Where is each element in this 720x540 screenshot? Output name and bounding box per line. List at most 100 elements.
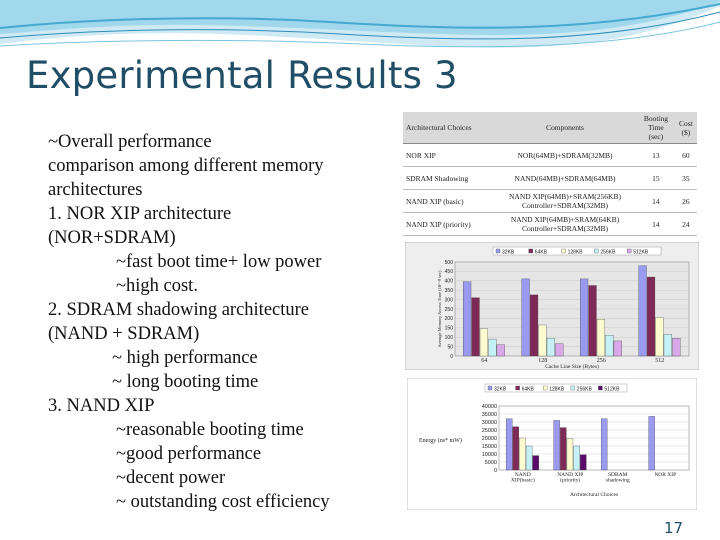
legend-label: 32KB <box>494 386 507 392</box>
legend-label: 512KB <box>633 249 649 255</box>
legend-label: 256KB <box>577 386 593 392</box>
legend-swatch <box>543 385 548 391</box>
x-category-label: NAND XIP <box>557 472 583 478</box>
table-cell: SDRAM Shadowing <box>403 166 493 190</box>
y-tick-label: 20000 <box>482 436 497 442</box>
x-axis-label: Cache Line Size (Bytes) <box>545 363 599 370</box>
y-tick-label: 35000 <box>482 412 497 418</box>
bar <box>605 335 614 357</box>
bar <box>496 344 505 357</box>
y-tick-label: 0 <box>494 468 497 474</box>
y-tick-label: 500 <box>445 260 454 266</box>
table-cell: 13 <box>637 143 675 167</box>
x-category-label: (priority) <box>560 477 580 484</box>
bar <box>519 437 526 471</box>
legend-swatch <box>487 385 493 391</box>
table-cell: 24 <box>674 212 697 236</box>
bar <box>573 445 580 471</box>
body-line: comparison among different memory <box>48 156 324 176</box>
bar <box>588 285 597 357</box>
legend-swatch <box>627 248 632 254</box>
body-text: ~Overall performance comparison among dif… <box>48 130 388 514</box>
y-tick-label: 450 <box>445 269 454 275</box>
y-tick-label: 50 <box>447 344 453 350</box>
access-time-chart: 32KB 64KB 128KB 256KB 512KB 0 50 100 150 200 250 30… <box>405 242 699 370</box>
bar <box>538 324 547 357</box>
y-tick-label: 15000 <box>482 444 497 450</box>
body-line: 3. NAND XIP <box>48 396 155 416</box>
bar <box>663 334 672 357</box>
x-category-label: 512 <box>655 358 664 364</box>
legend-swatch <box>594 248 599 254</box>
bar <box>463 281 472 357</box>
y-tick-label: 40000 <box>482 404 497 410</box>
table-cell: NAND XIP (priority) <box>403 212 493 236</box>
x-category-label: NAND <box>515 472 531 478</box>
table-row: NAND XIP (basic) NAND XIP(64MB)+SRAM(256K… <box>403 189 697 213</box>
table-cell: 35 <box>674 166 697 190</box>
body-line: ~ high performance <box>112 348 258 368</box>
legend-label: 128KB <box>568 249 584 255</box>
y-tick-label: 5000 <box>485 460 497 466</box>
y-axis-label: Energy (ns* mW) <box>419 437 462 444</box>
table-cell: NAND(64MB)+SDRAM(64MB) <box>493 166 637 190</box>
table-cell: 60 <box>674 143 697 167</box>
bar <box>505 418 513 471</box>
body-line: 1. NOR XIP architecture <box>48 204 232 224</box>
legend-swatch <box>495 248 501 254</box>
x-category-label: NOR XIP <box>654 472 676 478</box>
table-cell: 15 <box>637 166 675 190</box>
table-header-cell: Components <box>493 112 637 144</box>
y-tick-label: 0 <box>450 354 453 360</box>
slide-title: Experimental Results 3 <box>26 54 458 97</box>
bar <box>613 340 622 357</box>
architecture-table: Architectural Choices Components Booting T… <box>403 112 697 236</box>
legend-swatch <box>570 385 575 391</box>
x-axis-label: Architectural Choices <box>570 492 618 498</box>
page-number: 17 <box>664 519 684 537</box>
legend-swatch <box>515 385 520 391</box>
y-tick-label: 200 <box>445 316 454 322</box>
bar <box>525 445 533 471</box>
energy-chart: 32KB 64KB 128KB 256KB 512KB 0 5000 10000 15000 20… <box>407 378 697 510</box>
bar <box>580 454 587 471</box>
legend-label: 512KB <box>604 386 620 392</box>
legend-label: 64KB <box>535 249 548 255</box>
bar <box>672 337 681 357</box>
table-row: NAND XIP (priority) NAND XIP(64MB)+SRAM(6… <box>403 212 697 236</box>
x-category-label: 64 <box>481 358 487 364</box>
body-line: (NAND + SDRAM) <box>48 324 200 344</box>
x-category-label: 128 <box>538 358 547 364</box>
x-category-label: shadowing <box>606 478 630 484</box>
bar <box>479 328 489 357</box>
bar <box>600 418 608 471</box>
y-axis-label: Average Memory Access Time (10^-9 sec) <box>437 270 442 347</box>
table-cell: 14 <box>637 189 675 213</box>
bar <box>512 426 519 471</box>
bar <box>471 297 480 357</box>
body-line: architectures <box>48 180 143 200</box>
table-cell: 26 <box>674 189 697 213</box>
table-cell: NOR XIP <box>403 143 493 167</box>
legend-swatch <box>528 248 533 254</box>
bar <box>648 416 655 471</box>
bar <box>546 337 555 357</box>
legend-label: 32KB <box>502 249 515 255</box>
body-line: ~ long booting time <box>112 372 259 392</box>
bar <box>638 265 647 357</box>
table-cell: NAND XIP (basic) <box>403 189 493 213</box>
bar <box>655 317 664 357</box>
bar <box>646 276 656 357</box>
y-tick-label: 350 <box>445 288 454 294</box>
y-tick-label: 30000 <box>482 420 497 426</box>
bar <box>532 455 539 471</box>
legend-label: 256KB <box>600 249 616 255</box>
legend-label: 64KB <box>522 386 535 392</box>
bar <box>566 438 574 471</box>
y-tick-label: 25000 <box>482 428 497 434</box>
table-cell: NOR(64MB)+SDRAM(32MB) <box>493 143 637 167</box>
body-line: ~decent power <box>116 468 226 488</box>
legend-label: 128KB <box>549 386 565 392</box>
x-category-label: 256 <box>597 358 606 364</box>
bar <box>553 420 560 471</box>
